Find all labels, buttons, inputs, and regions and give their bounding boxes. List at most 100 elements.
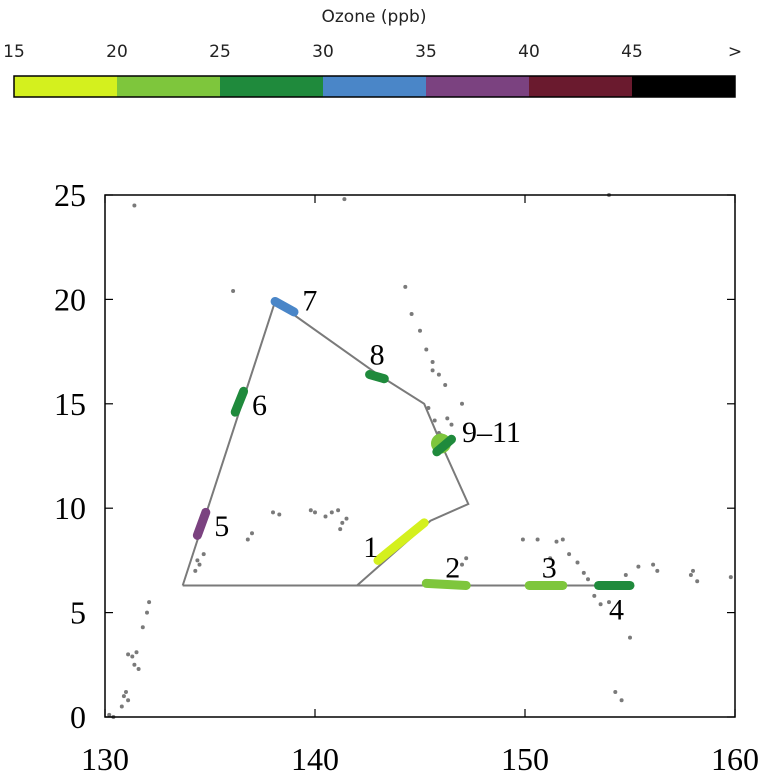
scatter-point [586, 577, 590, 582]
scatter-point [409, 312, 414, 317]
scatter-point [338, 527, 343, 532]
segment-5 [192, 507, 211, 540]
colorbar-segment-6 [632, 76, 735, 97]
scatter-point [628, 635, 632, 640]
scatter-point [430, 360, 435, 365]
scatter-point [449, 422, 454, 427]
scatter-point [193, 568, 198, 573]
scatter-points [107, 193, 733, 719]
y-tick-label: 20 [54, 281, 86, 317]
ozone-segments [192, 296, 635, 590]
scatter-point [145, 610, 149, 615]
segment-9-11 [432, 434, 456, 457]
colorbar-segment-5 [529, 76, 632, 97]
scatter-point [695, 579, 700, 584]
colorbar-segment-4 [426, 76, 529, 97]
scatter-point [688, 573, 693, 578]
colorbar-segment-1 [117, 76, 220, 97]
segment-1 [373, 518, 429, 565]
segment-label: 3 [542, 552, 557, 585]
segment-6 [230, 386, 249, 417]
colorbar-segment-0 [14, 76, 117, 97]
plot-area: 1 2 3 4 5 6 7 8 9–11 130 140 150 160 0 5 10 15 20 25 [54, 177, 759, 777]
scatter-point [323, 514, 328, 519]
scatter-point [535, 537, 540, 542]
scatter-point [613, 689, 618, 694]
scatter-point [445, 416, 450, 421]
colorbar-tick-label: 45 [621, 42, 643, 62]
colorbar-tick-label: > [728, 42, 742, 62]
segment-7 [270, 296, 299, 317]
scatter-point [623, 573, 628, 578]
scatter-point [651, 562, 656, 567]
x-tick-label: 150 [501, 741, 549, 777]
segment-label: 9–11 [462, 416, 521, 449]
scatter-point [592, 593, 597, 598]
scatter-point [598, 602, 603, 607]
scatter-point [134, 650, 139, 655]
y-tick-label: 25 [54, 177, 86, 213]
scatter-point [126, 698, 131, 703]
scatter-point [424, 347, 429, 352]
scatter-point [460, 401, 464, 406]
scatter-point [344, 516, 349, 521]
scatter-point [121, 694, 126, 699]
scatter-point [728, 575, 733, 580]
scatter-point [130, 654, 135, 659]
scatter-point [140, 625, 145, 630]
scatter-point [277, 512, 282, 517]
scatter-point [197, 562, 202, 567]
ozone-colorbar: Ozone (ppb) 15 20 25 30 35 40 45 > [3, 7, 742, 98]
y-tick-label: 15 [54, 386, 86, 422]
scatter-point [342, 197, 347, 202]
scatter-point [313, 510, 317, 515]
x-tick-label: 130 [81, 741, 129, 777]
scatter-point [432, 418, 437, 423]
scatter-point [329, 510, 334, 515]
x-axis: 130 140 150 160 [81, 195, 759, 777]
segment-label: 1 [363, 531, 378, 564]
colorbar-tick-label: 30 [312, 42, 334, 62]
scatter-point [201, 552, 206, 557]
scatter-point [231, 289, 236, 294]
x-tick-label: 160 [711, 741, 759, 777]
scatter-point [430, 368, 435, 373]
segment-8 [365, 370, 389, 384]
scatter-point [136, 666, 141, 671]
segment-labels: 1 2 3 4 5 6 7 8 9–11 [214, 284, 624, 626]
scatter-point [636, 564, 641, 569]
scatter-point [132, 203, 137, 208]
scatter-point [119, 704, 124, 709]
flight-track-line [181, 299, 630, 587]
colorbar-segment-3 [323, 76, 426, 97]
scatter-point [126, 652, 131, 657]
scatter-point [520, 537, 525, 542]
scatter-point [567, 552, 572, 557]
segment-label: 5 [214, 510, 229, 543]
scatter-point [418, 328, 422, 333]
scatter-point [124, 689, 128, 694]
y-tick-label: 0 [70, 699, 86, 735]
scatter-point [132, 662, 137, 667]
scatter-point [336, 508, 341, 513]
segment-label: 7 [302, 284, 317, 317]
segment-label: 6 [252, 389, 267, 422]
scatter-point [607, 600, 611, 605]
scatter-point [548, 556, 553, 561]
scatter-point [464, 556, 469, 561]
scatter-point [655, 568, 660, 573]
segment-2 [421, 578, 471, 590]
scatter-point [436, 372, 441, 377]
segment-label: 2 [445, 552, 460, 585]
scatter-point [560, 537, 565, 542]
scatter-point [554, 539, 559, 544]
y-tick-label: 5 [70, 595, 86, 631]
scatter-point [147, 600, 152, 605]
scatter-point [691, 568, 695, 573]
scatter-point [271, 510, 275, 515]
scatter-point [245, 537, 250, 542]
colorbar-frame [13, 75, 736, 98]
segment-label: 8 [370, 339, 385, 372]
